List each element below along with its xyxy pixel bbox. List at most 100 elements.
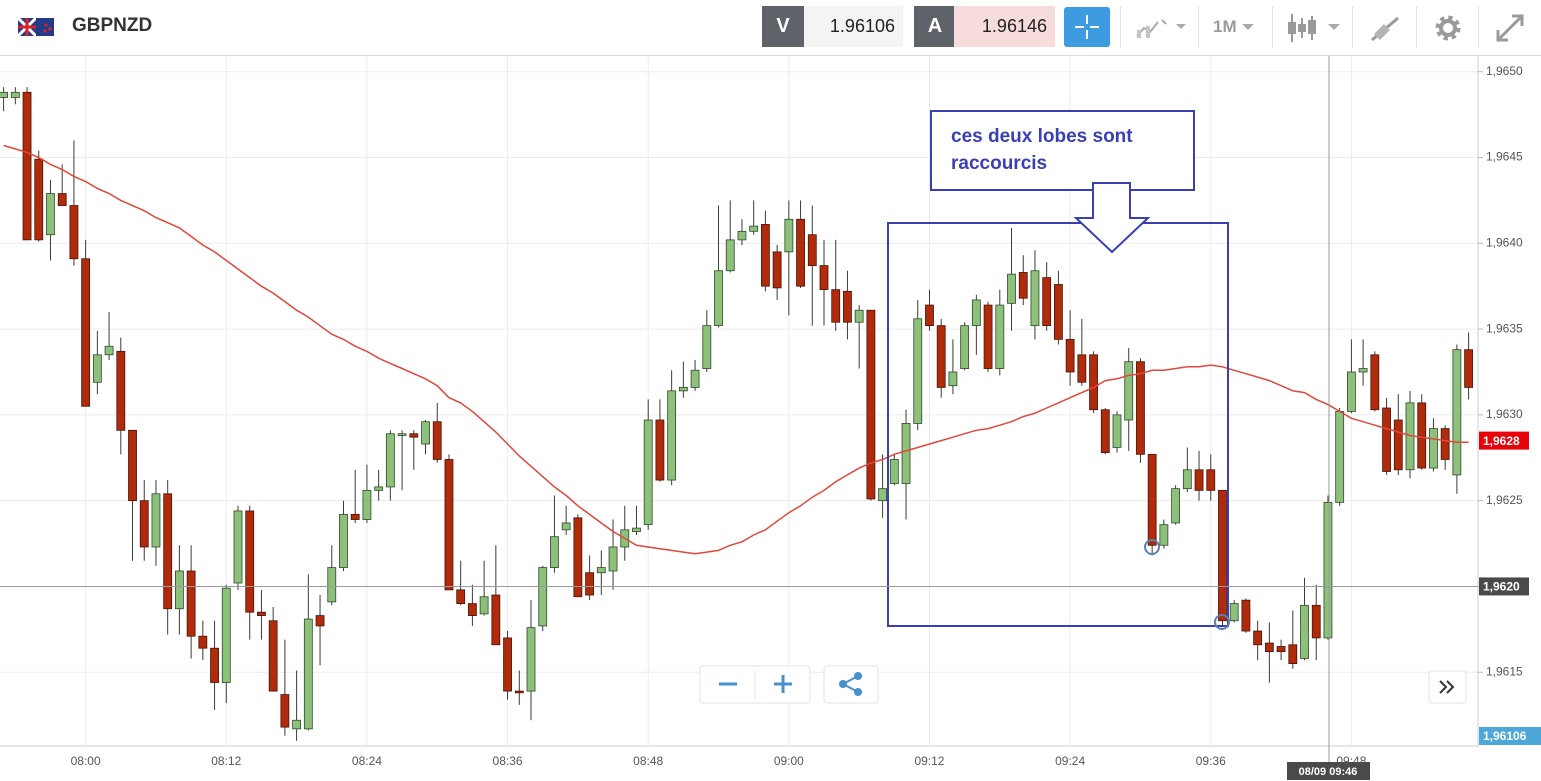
candle-body [1288, 644, 1298, 665]
candle-body [245, 510, 255, 613]
candle-body [678, 387, 688, 392]
candle-body [174, 570, 184, 610]
candle-body [491, 594, 501, 646]
candle-body [1464, 349, 1473, 388]
candle-body [315, 615, 325, 627]
candle-body [467, 603, 477, 617]
candle-body [1054, 284, 1063, 340]
chart-type-button[interactable] [1134, 14, 1190, 40]
candle-body [1393, 419, 1403, 471]
share-button[interactable] [823, 665, 879, 704]
scroll-right-button[interactable] [1428, 670, 1467, 704]
candle-body [339, 513, 348, 568]
candle-body [960, 325, 970, 369]
candle-body [432, 421, 442, 460]
candle-body [409, 433, 419, 438]
candle-body [292, 719, 302, 730]
buy-button[interactable]: A [914, 6, 956, 47]
candle-body [22, 91, 32, 241]
candle-body [690, 369, 700, 388]
fullscreen-button[interactable] [1494, 12, 1526, 44]
note-arrow [1073, 182, 1151, 254]
candle-body [901, 423, 911, 484]
candle-body [1007, 273, 1016, 304]
candle-body [796, 218, 805, 287]
x-tick-label: 09:24 [1055, 754, 1085, 768]
candle-body [1229, 603, 1239, 622]
candle-body [784, 218, 794, 253]
candle-body [819, 265, 829, 291]
marker-circle [1214, 614, 1230, 630]
candles [0, 87, 1473, 741]
candle-body [303, 618, 313, 730]
candle-body [1159, 524, 1169, 546]
candle-body [151, 493, 161, 548]
zoom-in-button[interactable] [774, 675, 792, 693]
candle-body [257, 611, 266, 617]
candle-body [854, 309, 864, 323]
crosshair-button[interactable] [1064, 7, 1110, 47]
buy-price[interactable]: 1.96146 [954, 6, 1055, 47]
settings-button[interactable] [1432, 12, 1464, 44]
candle-body [596, 567, 606, 574]
timeframe[interactable]: 1M [1213, 17, 1237, 36]
separator [1416, 6, 1417, 48]
note-line: raccourcis [951, 153, 1047, 174]
candle-body [948, 371, 958, 387]
candle-body [1018, 272, 1028, 299]
candle-body [866, 309, 876, 500]
drawing-tool-button[interactable] [1368, 12, 1402, 44]
candle-body [34, 158, 44, 241]
candle-body [1030, 270, 1040, 327]
candle-body [92, 354, 102, 383]
candle-body [725, 239, 735, 272]
separator [1272, 6, 1273, 48]
candle-body [1382, 407, 1391, 472]
candle-body [1042, 277, 1052, 327]
separator [1478, 6, 1479, 48]
candle-body [737, 230, 747, 241]
candle-body [1065, 338, 1075, 373]
sell-button[interactable]: V [762, 6, 804, 47]
separator [1120, 6, 1121, 48]
candle-style-button[interactable] [1286, 12, 1344, 44]
candle-body [1358, 368, 1368, 373]
candle-body [221, 587, 231, 683]
price-tag-label: 1,9628 [1483, 434, 1520, 448]
sell-price[interactable]: 1.96106 [804, 6, 903, 47]
candle-body [643, 419, 653, 526]
candle-body [995, 304, 1005, 369]
moving-average-line [3, 144, 1469, 555]
candle-body [807, 234, 817, 267]
price-tag [1479, 431, 1529, 450]
candle-body [1206, 469, 1216, 491]
candle-body [761, 224, 770, 287]
note-box [930, 110, 1195, 191]
candle-body [81, 258, 91, 407]
candle-body [456, 589, 466, 604]
candle-body [1089, 354, 1098, 411]
candle-body [585, 572, 594, 596]
candle-body [10, 91, 20, 98]
timeframe-arrow [1242, 24, 1254, 30]
candle-body [1100, 409, 1110, 454]
candle-body [1323, 501, 1333, 639]
candle-body [1136, 361, 1145, 455]
candle-body [186, 570, 196, 637]
separator [1198, 6, 1199, 48]
candle-body [46, 193, 55, 236]
candle-body [128, 429, 137, 502]
candle-body [632, 527, 641, 532]
x-tick-label: 09:36 [1196, 754, 1226, 768]
candle-body [1311, 604, 1321, 639]
candle-body [1452, 349, 1462, 476]
y-tick-label: 1,9630 [1486, 407, 1523, 421]
x-tick-label: 08:36 [493, 754, 523, 768]
candle-body [889, 459, 899, 484]
candle-body [362, 489, 372, 520]
candle-body [0, 91, 9, 98]
x-tick-label: 08:24 [352, 754, 382, 768]
y-tick-label: 1,9635 [1486, 321, 1523, 335]
candle-body [1440, 428, 1450, 460]
symbol: GBPNZD [72, 15, 153, 36]
